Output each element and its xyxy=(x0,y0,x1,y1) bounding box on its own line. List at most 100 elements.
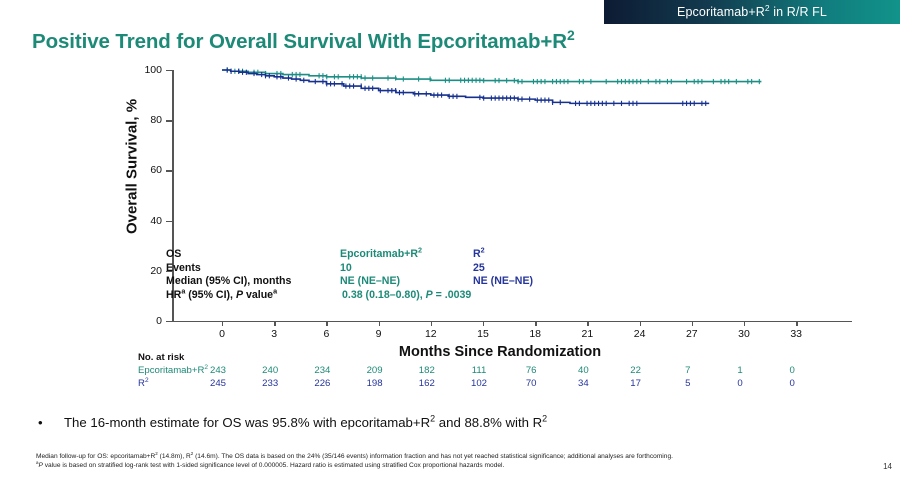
censor-marks xyxy=(226,67,760,85)
stats-header-epcoritamab-text: Epcoritamab+R xyxy=(340,248,419,260)
y-tick xyxy=(166,220,172,222)
risk-row-epcoritamab: Epcoritamab+R2 243 240 234 209 182 111 76 40 22 7… xyxy=(138,364,838,377)
risk-row-label-r2-sup: 2 xyxy=(144,376,149,384)
km-curve-r2 xyxy=(222,69,710,105)
number-at-risk-table: No. at risk Epcoritamab+R2 243 240 234 209 1… xyxy=(138,352,838,390)
stats-label-hr-c: value xyxy=(243,288,274,301)
bullet-sup-b: 2 xyxy=(542,413,548,424)
x-tick-label: 6 xyxy=(323,328,330,340)
y-axis-line xyxy=(172,70,174,322)
page-number: 14 xyxy=(883,462,892,471)
risk-value: 0 xyxy=(737,377,743,389)
x-tick xyxy=(483,321,485,326)
y-tick xyxy=(166,170,172,172)
risk-value: 34 xyxy=(578,377,589,389)
risk-value: 0 xyxy=(789,377,795,389)
stats-label-hr-sup: a xyxy=(181,286,186,296)
stats-header-r2: R2 xyxy=(473,246,485,262)
footnote-line2-sup: a xyxy=(36,460,39,466)
x-tick-label: 3 xyxy=(271,328,278,340)
stats-label-hr-sup2: a xyxy=(273,286,278,296)
x-tick xyxy=(430,321,433,326)
stats-hr-value-pre: 0.38 (0.18–0.80), xyxy=(342,288,426,301)
censor-marks xyxy=(226,67,707,106)
footnote-line-1: Median follow-up for OS: epcoritamab+R2 … xyxy=(36,450,866,461)
footnote-line-2: aP value is based on stratified log-rank… xyxy=(36,460,866,470)
footnote-line1-sup2: 2 xyxy=(190,450,194,456)
risk-row-label-epcoritamab-sup: 2 xyxy=(204,364,209,372)
y-tick-label: 60 xyxy=(150,164,162,177)
stats-label-median: Median (95% CI), months xyxy=(166,275,292,288)
survival-chart: Overall Survival, % 0 20 40 60 80 100 0 … xyxy=(120,62,852,360)
x-tick xyxy=(326,321,328,326)
risk-value: 5 xyxy=(685,377,691,389)
risk-row-r2: R2 245 233 226 198 162 102 70 34 17 5 0 0 xyxy=(138,376,838,390)
risk-value: 7 xyxy=(685,365,691,377)
risk-value: 209 xyxy=(366,365,383,377)
bullet-text-b: and 88.8% with R xyxy=(435,415,543,430)
header-banner-text: Epcoritamab+R xyxy=(677,5,765,19)
header-banner-label: Epcoritamab+R2 in R/R FL xyxy=(677,4,827,19)
risk-value: 182 xyxy=(418,365,435,377)
bullet-marker: • xyxy=(38,415,43,430)
stats-hr-value: 0.38 (0.18–0.80), P = .0039 xyxy=(342,289,471,303)
risk-value: 17 xyxy=(630,377,641,389)
x-tick-label: 24 xyxy=(633,328,646,340)
stats-row-events: Events 10 25 xyxy=(166,262,566,276)
km-curves-svg xyxy=(222,67,762,106)
risk-value: 102 xyxy=(470,377,487,389)
footnote-line2-text: value is based on stratified log-rank te… xyxy=(42,462,505,470)
bullet-text: The 16-month estimate for OS was 95.8% w… xyxy=(64,413,548,430)
stats-label-hr-b: (95% CI), xyxy=(185,288,236,301)
stats-header-epcoritamab: Epcoritamab+R2 xyxy=(340,246,422,262)
footnote-line2-p: P xyxy=(38,462,43,470)
x-tick-label: 12 xyxy=(424,328,437,340)
x-tick-label: 30 xyxy=(738,328,750,340)
y-tick xyxy=(166,321,172,323)
stats-median-epcoritamab: NE (NE–NE) xyxy=(340,275,401,288)
x-tick-label: 21 xyxy=(581,328,594,340)
y-tick-label: 0 xyxy=(156,315,162,327)
footnote-line1-c: (14.6m). The OS data is based on the 24%… xyxy=(193,453,673,460)
stats-row-median: Median (95% CI), months NE (NE–NE) NE (N… xyxy=(166,275,566,289)
footnote-line1-sup1: 2 xyxy=(155,450,158,456)
stats-header-r2-text: R xyxy=(473,248,481,260)
y-tick xyxy=(166,270,172,273)
page-title-superscript: 2 xyxy=(566,27,575,44)
risk-row-label-epcoritamab-text: Epcoritamab+R xyxy=(138,365,205,377)
stats-median-r2: NE (NE–NE) xyxy=(473,275,534,288)
number-at-risk-title: No. at risk xyxy=(138,352,185,363)
risk-value: 198 xyxy=(366,377,383,389)
x-tick-label: 18 xyxy=(529,328,542,340)
risk-value: 40 xyxy=(578,365,589,377)
risk-row-label-r2: R2 xyxy=(138,376,149,390)
risk-value: 226 xyxy=(314,377,331,389)
stats-events-r2: 25 xyxy=(473,261,485,274)
stats-label-hr-a: HR xyxy=(166,288,182,301)
x-tick-label: 27 xyxy=(685,328,698,340)
risk-value: 0 xyxy=(789,365,795,377)
x-tick xyxy=(587,321,589,326)
x-tick xyxy=(639,321,641,326)
y-tick-label: 20 xyxy=(150,264,162,277)
y-tick xyxy=(166,120,172,122)
risk-value: 245 xyxy=(209,377,226,389)
risk-value: 1 xyxy=(737,365,743,377)
header-banner-suffix: in R/R FL xyxy=(769,5,827,19)
footnote-line1-b: (14.8m), R xyxy=(157,453,191,460)
stats-hr-value-p: P xyxy=(425,288,433,301)
header-banner: Epcoritamab+R2 in R/R FL xyxy=(604,0,900,24)
footnote: Median follow-up for OS: epcoritamab+R2 … xyxy=(36,450,866,470)
y-tick-label: 80 xyxy=(150,114,162,127)
risk-value: 234 xyxy=(314,365,331,377)
stats-row-os: OS Epcoritamab+R2 R2 xyxy=(166,246,566,262)
risk-value: 240 xyxy=(262,365,279,377)
stats-label-events: Events xyxy=(166,261,201,274)
x-tick xyxy=(691,321,694,326)
x-tick xyxy=(222,321,224,326)
x-tick xyxy=(796,321,798,326)
y-tick xyxy=(166,70,172,72)
x-tick-label: 0 xyxy=(219,328,225,340)
bullet-sup-a: 2 xyxy=(430,413,436,424)
x-tick-label: 33 xyxy=(790,328,803,340)
